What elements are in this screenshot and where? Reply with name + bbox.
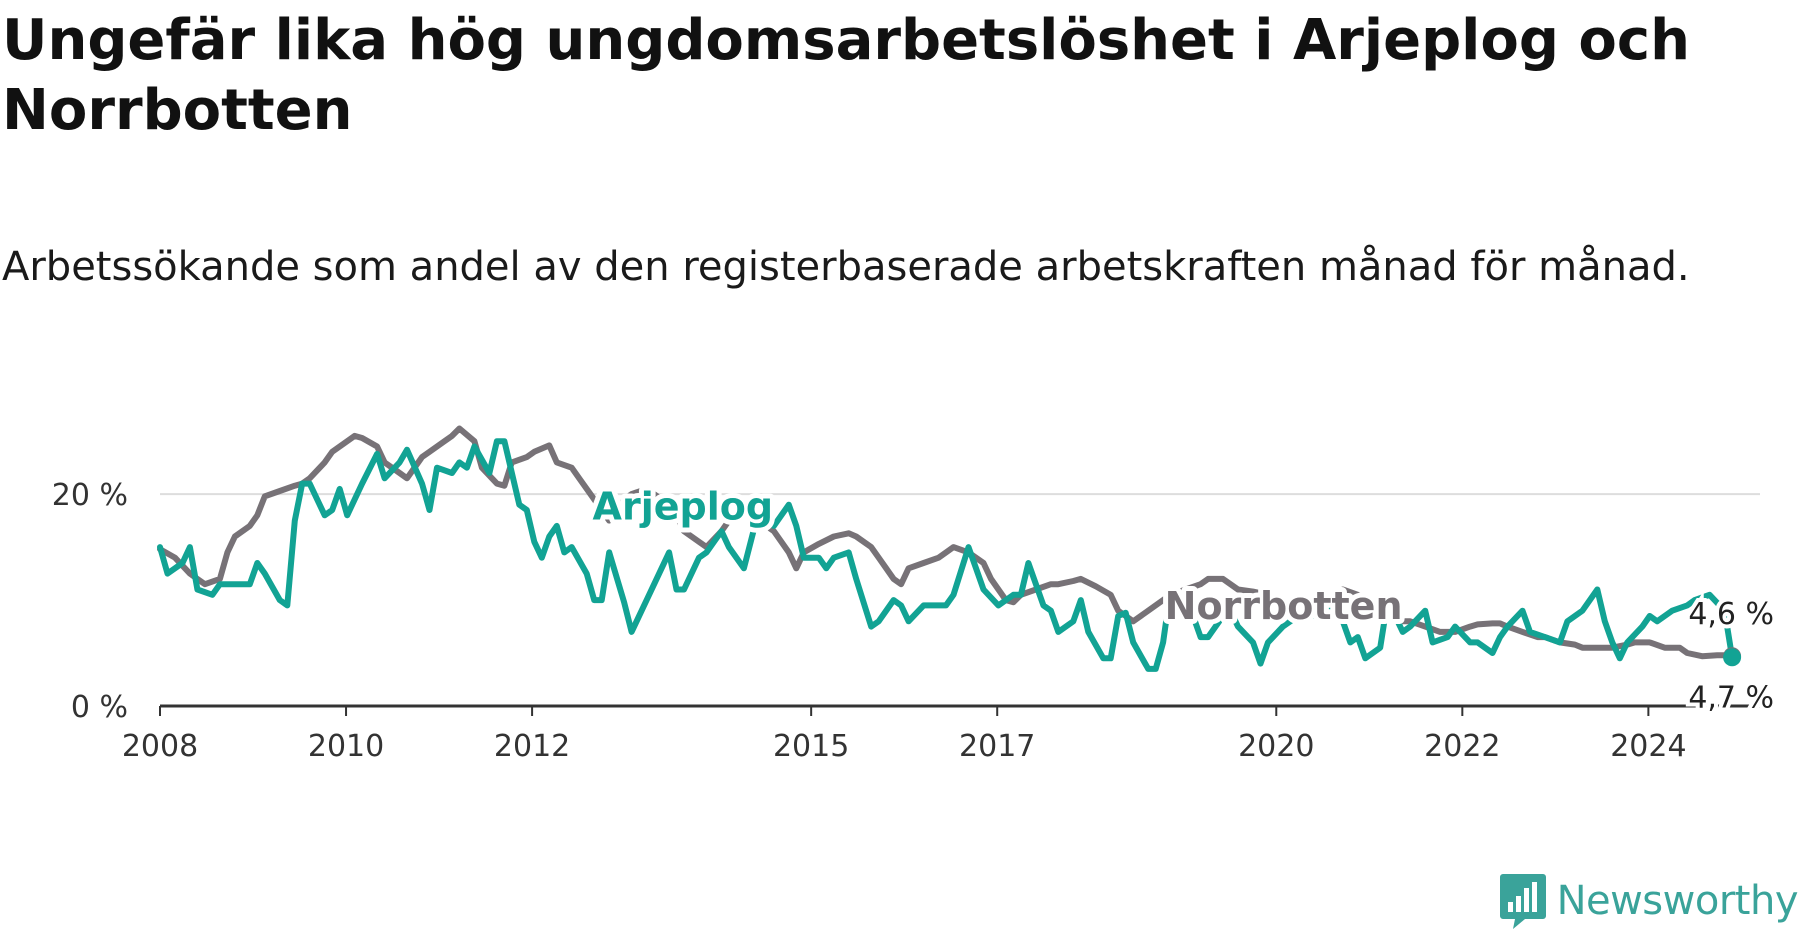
newsworthy-chart-bubble-icon	[1499, 874, 1546, 929]
x-tick-label: 2022	[1424, 729, 1500, 764]
x-tick-label: 2012	[494, 729, 570, 764]
brand-name: Newsworthy	[1556, 878, 1799, 924]
chart-title: Ungefär lika hög ungdomsarbetslöshet i A…	[2, 8, 1690, 143]
x-tick-label: 2017	[959, 729, 1035, 764]
x-tick-label: 2024	[1610, 729, 1686, 764]
y-tick-label: 20 %	[52, 478, 128, 513]
x-tick-label: 2008	[122, 729, 198, 764]
end-marker-arjeplog	[1723, 648, 1742, 667]
newsworthy-logo: Newsworthy	[1499, 872, 1799, 930]
axis-layer: 0 % 20 % 2008 2010 2012 2015 2017 2020 2022 2024	[52, 478, 1760, 764]
series-line-norrbotten	[157, 425, 1736, 660]
series-label-arjeplog: Arjeplog	[593, 485, 773, 529]
chart-subtitle: Arbetssökande som andel av den registerb…	[2, 244, 1690, 290]
x-tick-label: 2020	[1238, 729, 1314, 764]
end-label-norrbotten: 4,6 %	[1688, 597, 1774, 632]
x-tick-label: 2010	[308, 729, 384, 764]
series-label-norrbotten: Norrbotten	[1165, 584, 1403, 628]
y-tick-label: 0 %	[71, 690, 128, 725]
x-tick-label: 2015	[773, 729, 849, 764]
series-line-arjeplog	[157, 438, 1736, 672]
series-layer	[157, 425, 1736, 672]
label-layer: 4,6 % 4,7 % Arjeplog Norrbotten	[588, 480, 1779, 720]
end-label-arjeplog: 4,7 %	[1688, 680, 1774, 715]
